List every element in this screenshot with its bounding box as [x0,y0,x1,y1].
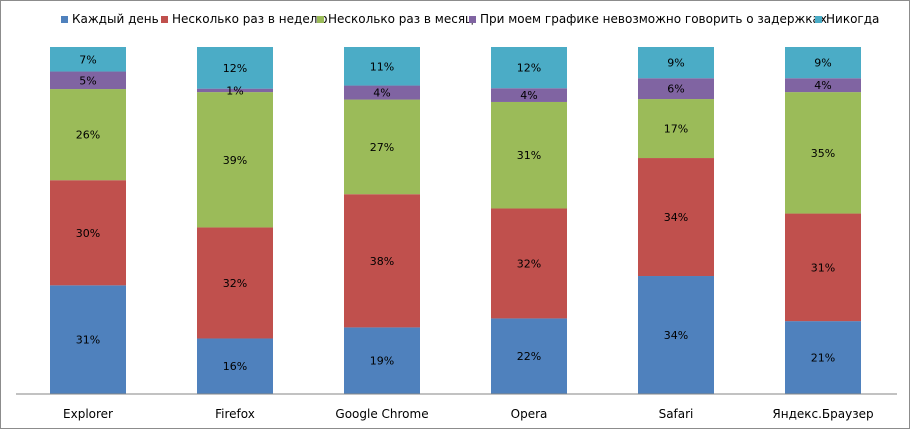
bar-segment [50,285,126,394]
data-label: 34% [664,211,688,224]
bar-segment [197,92,273,228]
legend-swatch [61,16,68,23]
data-label: 12% [223,62,247,75]
x-tick-label: Яндекс.Браузер [772,407,873,421]
bar-segment [50,180,126,286]
data-label: 9% [814,57,831,70]
bar-segment [638,78,714,100]
bar-segment [785,321,861,394]
legend: Каждый день Несколько раз в неделю Несколь… [61,12,879,26]
data-label: 31% [517,149,541,162]
data-label: 34% [664,329,688,342]
data-label: 21% [811,352,835,365]
bar-segment [197,47,273,89]
bar-segment [50,71,126,90]
data-labels: 31% 30% 26% 5% 7% 16% 32% 39% 1% 12% 19% 38% 27% 4% 11… [76,53,835,373]
data-label: 11% [370,60,394,73]
x-axis-ticks: Explorer Firefox Google Chrome Opera Safari Я… [63,407,874,421]
bar-segment [785,47,861,79]
x-tick-label: Opera [511,407,548,421]
bar-segment [50,89,126,181]
bar-segment [638,276,714,394]
bars [50,47,861,394]
bar-segment [50,47,126,72]
legend-label: Несколько раз в месяц [328,12,473,26]
data-label: 32% [223,277,247,290]
legend-label: Никогда [826,12,879,26]
data-label: 26% [76,129,100,142]
legend-item: Никогда [815,12,879,26]
legend-item: Каждый день [61,12,159,26]
data-label: 38% [370,255,394,268]
bar-segment [344,194,420,328]
data-label: 7% [79,53,96,66]
x-tick-label: Explorer [63,407,113,421]
legend-item: Несколько раз в неделю [161,12,327,26]
legend-label: При моем графике невозможно говорить о з… [480,12,827,26]
bar-segment [491,88,567,102]
data-label: 4% [814,79,831,92]
bar-segment [197,338,273,394]
legend-swatch [317,16,324,23]
bar-segment [491,208,567,319]
data-label: 12% [517,62,541,75]
data-label: 5% [79,74,96,87]
legend-swatch [161,16,168,23]
data-label: 17% [664,123,688,136]
bar-segment [197,88,273,93]
legend-label: Несколько раз в неделю [172,12,327,26]
data-label: 39% [223,154,247,167]
legend-label: Каждый день [72,12,159,26]
legend-item: Несколько раз в месяц [317,12,473,26]
data-label: 31% [811,261,835,274]
data-label: 16% [223,360,247,373]
data-label: 27% [370,141,394,154]
data-label: 1% [226,84,243,97]
bar-segment [344,99,420,195]
x-tick-label: Safari [659,407,694,421]
legend-item: При моем графике невозможно говорить о з… [469,12,827,26]
x-tick-label: Firefox [215,407,255,421]
data-label: 6% [667,83,684,96]
bar-segment [638,47,714,79]
bar-segment [491,47,567,89]
bar-segment [638,99,714,159]
x-tick-label: Google Chrome [335,407,428,421]
bar-segment [344,327,420,394]
data-label: 31% [76,334,100,347]
data-label: 19% [370,355,394,368]
bar-segment [491,318,567,394]
bar-segment [344,47,420,86]
data-label: 4% [520,89,537,102]
data-label: 35% [811,147,835,160]
data-label: 4% [373,87,390,100]
bar-segment [197,227,273,339]
legend-swatch [815,16,822,23]
bar-segment [785,213,861,322]
data-label: 9% [667,57,684,70]
data-label: 30% [76,227,100,240]
bar-segment [785,78,861,93]
legend-swatch [469,16,476,23]
bar-segment [638,158,714,277]
bar-segment [785,92,861,214]
bar-segment [344,85,420,100]
data-label: 32% [517,257,541,270]
bar-segment [491,101,567,209]
data-label: 22% [517,350,541,363]
